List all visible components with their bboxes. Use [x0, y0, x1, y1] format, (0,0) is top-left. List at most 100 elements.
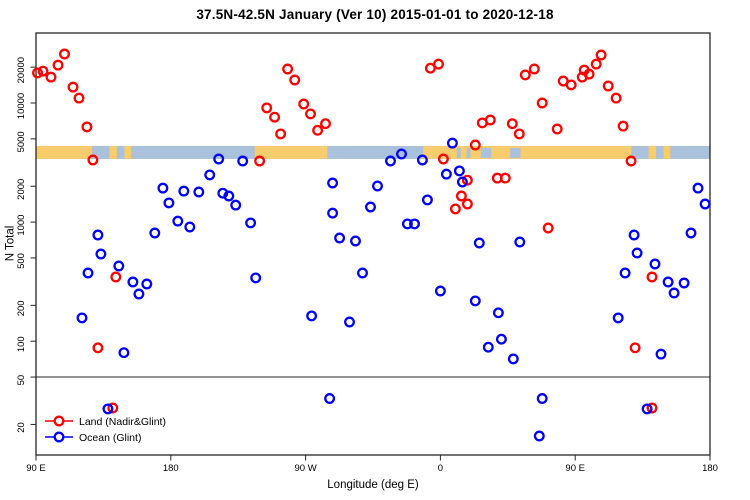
- land-point: [73, 92, 85, 104]
- ocean-point: [495, 333, 507, 345]
- land-point: [275, 128, 287, 140]
- ocean-point: [649, 258, 661, 270]
- land-point: [646, 402, 658, 414]
- series-land: [32, 48, 658, 414]
- ocean-point: [149, 227, 161, 239]
- ocean-point: [453, 165, 465, 177]
- tick-label: 180: [163, 463, 179, 474]
- ocean-point: [178, 185, 190, 197]
- land-point: [528, 63, 540, 75]
- ocean-point: [416, 154, 428, 166]
- ocean-point: [401, 218, 413, 230]
- land-point: [52, 59, 64, 71]
- x-axis-label: Longitude (deg E): [327, 479, 419, 491]
- land-point: [513, 128, 525, 140]
- ocean-point: [76, 312, 88, 324]
- ocean-point: [357, 267, 368, 279]
- tick-label: 500: [16, 253, 27, 269]
- ocean-point: [482, 341, 494, 353]
- coast-band-land-segment: [648, 145, 657, 159]
- ocean-point: [204, 169, 216, 181]
- ocean-point: [440, 168, 452, 180]
- plot-box: [35, 32, 711, 456]
- tick-label: 2000: [16, 179, 27, 200]
- ocean-point: [662, 276, 674, 288]
- land-point: [289, 74, 301, 86]
- tick-label: 90 E: [565, 463, 585, 474]
- ocean-point: [217, 187, 229, 199]
- coast-band-land-segment: [254, 145, 328, 159]
- ocean-point: [327, 207, 339, 219]
- land-point: [87, 154, 99, 166]
- land-point: [484, 114, 496, 126]
- legend-marker-land: [53, 415, 65, 427]
- ocean-point: [230, 199, 242, 211]
- ocean-point: [133, 288, 145, 300]
- ocean-point: [492, 307, 504, 319]
- tick-label: 180: [702, 463, 718, 474]
- land-point: [590, 58, 602, 70]
- land-point: [469, 139, 481, 151]
- land-point: [519, 69, 531, 81]
- tick-label: 1000: [16, 215, 27, 236]
- land-point: [424, 62, 436, 74]
- ocean-point: [641, 403, 653, 415]
- y-axis-label: N Total: [4, 225, 17, 262]
- land-point: [437, 153, 449, 165]
- legend-marker-ocean: [53, 431, 65, 443]
- land-point: [595, 49, 607, 61]
- land-point: [92, 342, 104, 354]
- ocean-point: [469, 295, 481, 307]
- ocean-point: [141, 278, 153, 290]
- land-point: [455, 190, 467, 202]
- ocean-point: [396, 148, 407, 160]
- ocean-point: [385, 155, 396, 167]
- chart-title: 37.5N-42.5N January (Ver 10) 2015-01-01 …: [196, 7, 554, 22]
- land-point: [45, 71, 57, 83]
- land-point: [542, 222, 554, 234]
- land-point: [67, 81, 79, 93]
- land-point: [254, 155, 266, 167]
- ocean-point: [612, 312, 624, 324]
- ocean-point: [365, 201, 376, 213]
- land-point: [59, 48, 70, 60]
- ocean-point: [250, 272, 262, 284]
- land-point: [81, 121, 93, 133]
- coast-band-sea-patch: [466, 147, 471, 158]
- land-point: [298, 98, 310, 110]
- tick-label: 90 W: [295, 463, 317, 474]
- ocean-point: [507, 353, 519, 365]
- ocean-point: [446, 137, 458, 149]
- land-point: [602, 80, 614, 92]
- ocean-point: [193, 186, 205, 198]
- ocean-point: [655, 348, 667, 360]
- coast-band-land-segment: [124, 145, 132, 159]
- tick-label: 20000: [16, 57, 27, 83]
- land-point: [610, 92, 622, 104]
- land-point: [536, 97, 548, 109]
- ocean-point: [92, 229, 104, 241]
- coast-band-land-segment: [109, 145, 117, 159]
- land-point: [506, 118, 518, 130]
- legend-label-ocean: Ocean (Glint): [79, 432, 141, 444]
- series-ocean: [76, 137, 711, 442]
- ocean-point: [699, 198, 711, 210]
- land-point: [449, 203, 461, 215]
- ocean-point: [306, 310, 318, 322]
- ocean-point: [678, 277, 690, 289]
- ocean-point: [344, 316, 355, 328]
- land-point: [583, 68, 595, 80]
- land-point: [617, 120, 629, 132]
- tick-label: 10000: [16, 93, 27, 119]
- ocean-point: [82, 267, 94, 279]
- land-point: [37, 65, 49, 77]
- ocean-point: [685, 227, 697, 239]
- ocean-point: [223, 190, 235, 202]
- ocean-point: [533, 430, 545, 442]
- ocean-point: [334, 232, 346, 244]
- tick-label: 5000: [16, 131, 27, 152]
- ocean-point: [157, 182, 169, 194]
- land-point: [261, 102, 273, 114]
